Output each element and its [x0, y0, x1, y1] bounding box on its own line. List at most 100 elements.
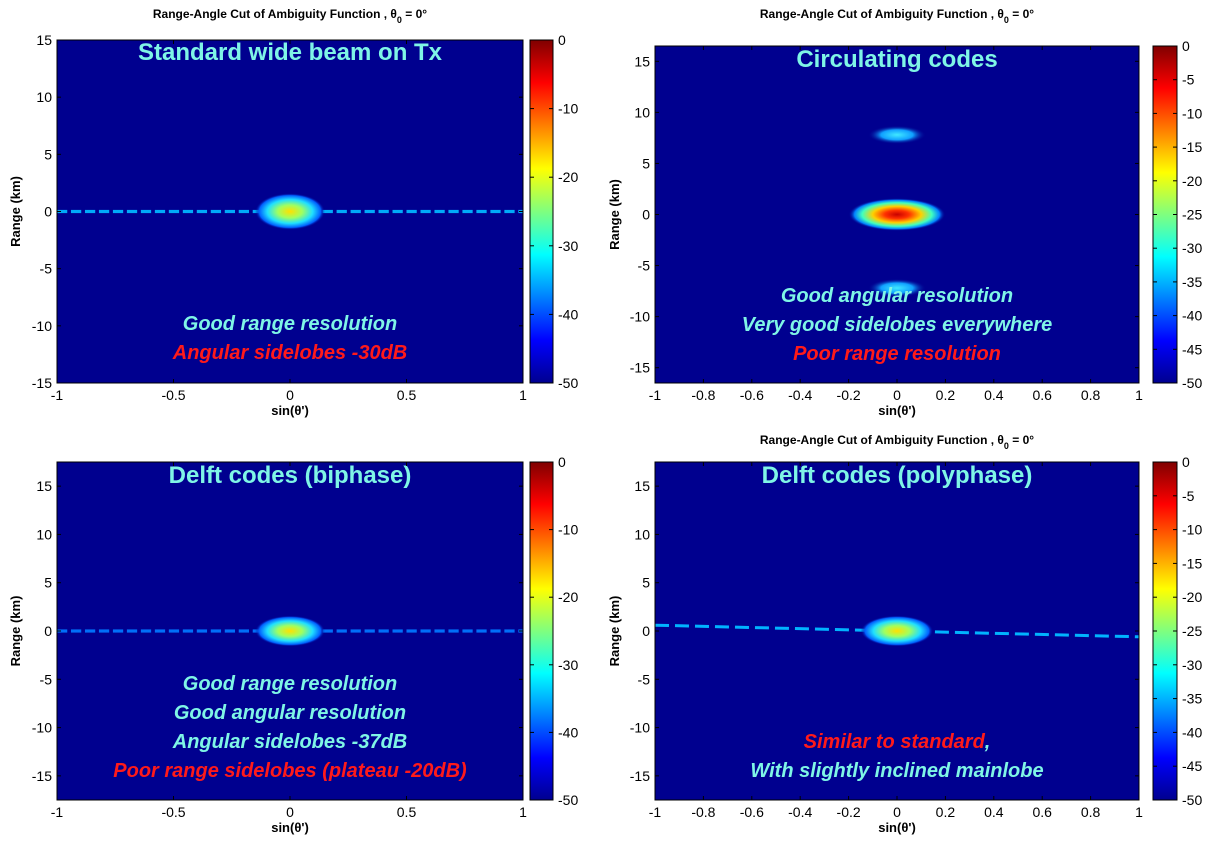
heatmap-feature-2: [860, 615, 934, 647]
chart-title: Range-Angle Cut of Ambiguity Function , …: [760, 433, 1034, 451]
x-tick-label: -1: [51, 804, 64, 820]
colorbar-tick-label: 0: [1182, 454, 1190, 470]
annotation-1: Good range resolution: [183, 673, 397, 695]
colorbar-tick-label: -50: [558, 375, 578, 391]
y-tick-label: 15: [36, 32, 52, 48]
x-axis-label: sin(θ'): [271, 820, 309, 835]
colorbar-tick-label: -50: [558, 792, 578, 808]
y-axis-label: Range (km): [607, 179, 622, 250]
y-tick-label: 0: [44, 623, 52, 639]
x-tick-label: 1: [519, 387, 527, 403]
y-tick-label: -15: [32, 768, 52, 784]
colorbar-tick-label: -20: [558, 169, 578, 185]
colorbar-tick-label: -30: [1182, 657, 1202, 673]
colorbar-tick-label: -50: [1182, 375, 1202, 391]
colorbar-tick-label: -20: [558, 589, 578, 605]
x-tick-label: -0.4: [788, 387, 812, 403]
y-tick-label: 0: [642, 623, 650, 639]
y-tick-label: 0: [44, 204, 52, 220]
annotation-2: Good angular resolution: [174, 702, 406, 724]
chart-title: Range-Angle Cut of Ambiguity Function , …: [153, 7, 427, 25]
x-tick-label: 0.4: [984, 804, 1004, 820]
panel-1: Range-Angle Cut of Ambiguity Function , …: [8, 7, 578, 418]
x-tick-label: 1: [1135, 387, 1143, 403]
x-tick-label: 0.6: [1032, 804, 1052, 820]
y-tick-label: 10: [634, 526, 650, 542]
x-tick-label: 0.8: [1081, 804, 1101, 820]
annotation-3: Angular sidelobes -37dB: [172, 731, 408, 753]
heatmap-feature-2: [255, 615, 325, 647]
colorbar-tick-label: -40: [558, 724, 578, 740]
x-tick-label: -1: [51, 387, 64, 403]
y-tick-label: -5: [638, 258, 651, 274]
panel-4: Range-Angle Cut of Ambiguity Function , …: [607, 433, 1202, 835]
y-tick-label: -15: [630, 360, 650, 376]
heatmap-feature-2: [867, 125, 927, 145]
x-axis-label: sin(θ'): [878, 403, 916, 418]
y-axis-label: Range (km): [8, 596, 23, 667]
y-axis-label: Range (km): [607, 596, 622, 667]
y-tick-label: 5: [642, 155, 650, 171]
x-tick-label: -0.6: [740, 387, 764, 403]
y-tick-label: 10: [36, 526, 52, 542]
x-tick-label: 0.8: [1081, 387, 1101, 403]
x-tick-label: -0.4: [788, 804, 812, 820]
colorbar-tick-label: -40: [1182, 724, 1202, 740]
x-tick-label: 0.2: [936, 387, 956, 403]
colorbar-tick-label: -30: [558, 238, 578, 254]
colorbar-tick-label: -10: [1182, 105, 1202, 121]
x-tick-label: 0: [286, 387, 294, 403]
x-axis-label: sin(θ'): [271, 403, 309, 418]
colorbar-tick-label: -20: [1182, 589, 1202, 605]
y-tick-label: -15: [630, 768, 650, 784]
colorbar-tick-label: 0: [1182, 38, 1190, 54]
colorbar-tick-label: -40: [558, 306, 578, 322]
colorbar-tick-label: -15: [1182, 555, 1202, 571]
colorbar-tick-label: -45: [1182, 758, 1202, 774]
panel-headline: Delft codes (polyphase): [762, 462, 1033, 489]
colorbar-tick-label: 0: [558, 32, 566, 48]
heatmap-feature-2: [255, 193, 325, 230]
colorbar: [529, 39, 554, 384]
colorbar-tick-label: -30: [1182, 240, 1202, 256]
colorbar-tick-label: -10: [1182, 522, 1202, 538]
y-tick-label: -15: [32, 375, 52, 391]
x-tick-label: -0.5: [161, 804, 185, 820]
x-tick-label: -0.8: [691, 387, 715, 403]
x-tick-label: 1: [1135, 804, 1143, 820]
annotation-2: Very good sidelobes everywhere: [742, 314, 1053, 336]
colorbar-tick-label: -40: [1182, 308, 1202, 324]
colorbar-tick-label: -5: [1182, 72, 1195, 88]
x-tick-label: 0: [286, 804, 294, 820]
colorbar-tick-label: -15: [1182, 139, 1202, 155]
x-tick-label: -0.8: [691, 804, 715, 820]
x-tick-label: -1: [649, 387, 662, 403]
x-tick-label: 1: [519, 804, 527, 820]
y-tick-label: 5: [44, 146, 52, 162]
y-tick-label: 5: [44, 575, 52, 591]
annotation-2: With slightly inclined mainlobe: [750, 760, 1043, 782]
y-tick-label: -10: [630, 720, 650, 736]
y-tick-label: -5: [40, 671, 53, 687]
y-tick-label: -10: [32, 720, 52, 736]
colorbar-tick-label: -45: [1182, 341, 1202, 357]
y-tick-label: -5: [638, 671, 651, 687]
annotation-4: Poor range sidelobes (plateau -20dB): [113, 760, 467, 782]
colorbar-tick-label: -20: [1182, 173, 1202, 189]
annotation-1: Similar to standard,: [804, 731, 991, 753]
colorbar-tick-label: 0: [558, 454, 566, 470]
x-tick-label: 0: [893, 804, 901, 820]
x-tick-label: 0.5: [397, 804, 417, 820]
x-axis-label: sin(θ'): [878, 820, 916, 835]
y-tick-label: 0: [642, 207, 650, 223]
colorbar-tick-label: -5: [1182, 488, 1195, 504]
x-tick-label: 0.5: [397, 387, 417, 403]
y-tick-label: 10: [634, 104, 650, 120]
x-tick-label: 0: [893, 387, 901, 403]
y-tick-label: 15: [634, 53, 650, 69]
y-tick-label: 10: [36, 89, 52, 105]
y-tick-label: 15: [634, 478, 650, 494]
colorbar-tick-label: -25: [1182, 207, 1202, 223]
x-tick-label: -1: [649, 804, 662, 820]
